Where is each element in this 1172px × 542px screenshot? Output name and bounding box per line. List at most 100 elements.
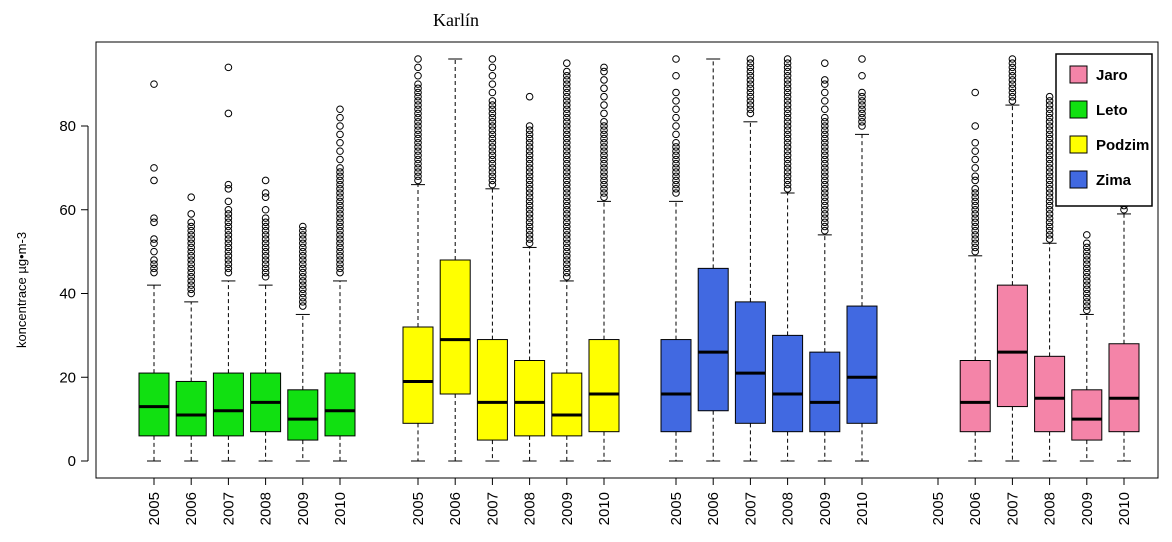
outlier-point bbox=[488, 118, 497, 126]
outlier-point bbox=[224, 218, 233, 227]
outlier-point bbox=[1045, 193, 1054, 201]
outlier-point bbox=[1045, 143, 1054, 151]
outlier-point bbox=[783, 185, 792, 193]
box-podzim-2007 bbox=[476, 55, 508, 462]
outlier-point bbox=[488, 159, 497, 168]
y-tick-label: 60 bbox=[59, 202, 76, 219]
outlier-point bbox=[563, 222, 571, 231]
outlier-point bbox=[1008, 92, 1017, 101]
outlier-point bbox=[488, 71, 497, 80]
outlier-point bbox=[1045, 155, 1054, 164]
outlier-point bbox=[261, 272, 270, 281]
outlier-point bbox=[783, 97, 792, 105]
outlier-point bbox=[336, 122, 344, 130]
outlier-point bbox=[783, 164, 792, 172]
outlier-point bbox=[563, 176, 571, 185]
outlier-point bbox=[299, 272, 307, 281]
outlier-point bbox=[858, 109, 866, 118]
outlier-point bbox=[488, 138, 497, 147]
box-podzim-2005 bbox=[402, 55, 434, 462]
outlier-point bbox=[672, 185, 680, 193]
outlier-point bbox=[971, 247, 980, 256]
outlier-point bbox=[746, 55, 755, 63]
x-tick-label: 2009 bbox=[559, 492, 576, 525]
outlier-point bbox=[746, 92, 755, 101]
x-tick-label: 2010 bbox=[854, 492, 871, 525]
outlier-point bbox=[525, 197, 534, 206]
outlier-point bbox=[783, 92, 792, 101]
outlier-point bbox=[971, 147, 980, 155]
outlier-point bbox=[414, 113, 422, 122]
outlier-point bbox=[1045, 172, 1054, 181]
outlier-point bbox=[525, 226, 534, 235]
outlier-point bbox=[224, 63, 233, 72]
outlier-point bbox=[672, 138, 680, 147]
outlier-point bbox=[1045, 126, 1054, 134]
box-jaro-2007 bbox=[996, 55, 1028, 462]
outlier-point bbox=[414, 138, 422, 147]
outlier-point bbox=[672, 159, 680, 168]
outlier-point bbox=[783, 143, 792, 151]
outlier-point bbox=[563, 155, 571, 164]
plot-area bbox=[138, 55, 1140, 462]
outlier-point bbox=[672, 122, 680, 130]
outlier-point bbox=[150, 260, 158, 268]
outlier-point bbox=[672, 151, 680, 160]
outlier-point bbox=[1083, 256, 1091, 264]
x-tick-label: 2005 bbox=[146, 492, 163, 525]
outlier-point bbox=[336, 231, 344, 239]
outlier-point bbox=[1045, 235, 1054, 243]
outlier-point bbox=[299, 252, 307, 260]
outlier-point bbox=[525, 126, 534, 134]
outlier-point bbox=[746, 84, 755, 93]
outlier-point bbox=[187, 277, 195, 285]
outlier-point bbox=[672, 155, 680, 164]
box-iqr bbox=[1034, 355, 1066, 433]
outlier-point bbox=[336, 168, 344, 176]
outlier-point bbox=[1045, 122, 1054, 130]
outlier-point bbox=[336, 201, 344, 210]
outlier-point bbox=[783, 126, 792, 134]
outlier-point bbox=[1083, 268, 1091, 277]
outlier-point bbox=[600, 147, 608, 155]
x-tick-label: 2008 bbox=[522, 492, 539, 525]
outlier-point bbox=[783, 84, 792, 93]
outlier-point bbox=[525, 155, 534, 164]
outlier-point bbox=[299, 277, 307, 285]
outlier-point bbox=[336, 193, 344, 201]
outlier-point bbox=[336, 247, 344, 256]
outlier-point bbox=[187, 222, 195, 231]
outlier-point bbox=[224, 235, 233, 243]
box-iqr bbox=[175, 380, 207, 437]
box-zima-2008 bbox=[772, 55, 804, 462]
outlier-point bbox=[1045, 214, 1054, 222]
outlier-point bbox=[783, 105, 792, 114]
outlier-point bbox=[414, 105, 422, 114]
outlier-point bbox=[488, 126, 497, 134]
box-leto-2008 bbox=[250, 176, 282, 462]
legend-label-leto: Leto bbox=[1096, 102, 1128, 119]
x-tick-label: 2007 bbox=[220, 492, 237, 525]
outlier-point bbox=[672, 176, 680, 185]
outlier-point bbox=[414, 164, 422, 172]
outlier-point bbox=[299, 268, 307, 277]
outlier-point bbox=[414, 101, 422, 109]
outlier-point bbox=[414, 55, 422, 63]
outlier-point bbox=[1083, 247, 1091, 256]
outlier-point bbox=[525, 172, 534, 181]
outlier-point bbox=[821, 151, 829, 160]
outlier-point bbox=[783, 76, 792, 84]
outlier-point bbox=[525, 239, 534, 248]
x-tick-label: 2008 bbox=[780, 492, 797, 525]
outlier-point bbox=[821, 197, 829, 206]
legend-swatch-leto bbox=[1069, 100, 1088, 119]
outlier-point bbox=[1083, 302, 1091, 310]
outlier-point bbox=[971, 176, 980, 185]
outlier-point bbox=[600, 180, 608, 189]
outlier-point bbox=[488, 168, 497, 176]
box-iqr bbox=[324, 372, 356, 437]
outlier-point bbox=[187, 210, 195, 218]
outlier-point bbox=[336, 235, 344, 243]
outlier-point bbox=[563, 256, 571, 264]
outlier-point bbox=[858, 118, 866, 126]
